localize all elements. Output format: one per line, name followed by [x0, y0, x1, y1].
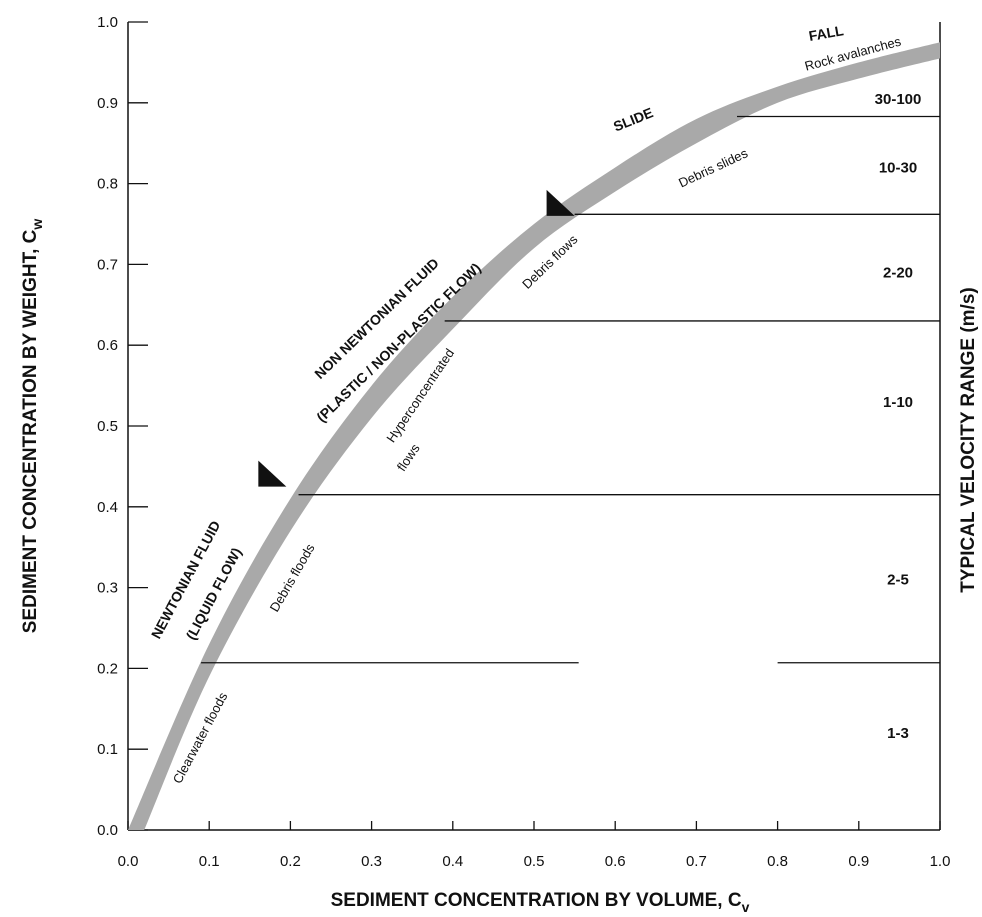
y-tick-label: 0.2: [97, 660, 118, 677]
x-tick-label: 0.3: [361, 853, 382, 870]
right-axis-title: TYPICAL VELOCITY RANGE (m/s): [958, 287, 979, 592]
x-tick-label: 0.5: [524, 853, 545, 870]
x-tick-label: 0.7: [686, 853, 707, 870]
x-ticks: 0.0 0.1 0.2 0.3 0.4 0.5 0.6 0.7 0.8 0.9 1.0: [118, 821, 951, 870]
y-axis-title: SEDIMENT CONCENTRATION BY WEIGHT, Cw: [20, 219, 45, 634]
velocity-range-label: 1-3: [887, 725, 909, 742]
x-tick-label: 0.0: [118, 853, 139, 870]
x-axis-title: SEDIMENT CONCENTRATION BY VOLUME, Cv: [331, 890, 750, 915]
x-tick-label: 0.8: [767, 853, 788, 870]
velocity-range-label: 2-20: [883, 264, 913, 281]
y-tick-label: 0.5: [97, 418, 118, 435]
y-tick-label: 0.6: [97, 337, 118, 354]
y-tick-label: 0.8: [97, 176, 118, 193]
boundary-marker: [546, 189, 575, 216]
x-tick-label: 1.0: [930, 853, 951, 870]
flow-label-debris-slides: Debris slides: [676, 145, 750, 190]
y-ticks: 0.0 0.1 0.2 0.3 0.4 0.5 0.6 0.7 0.8 0.9 1.0: [97, 14, 148, 839]
zone-label-fall: FALL: [808, 22, 846, 44]
concentration-band: [128, 42, 940, 830]
x-tick-label: 0.9: [848, 853, 869, 870]
y-tick-label: 0.9: [97, 95, 118, 112]
x-tick-label: 0.6: [605, 853, 626, 870]
y-tick-label: 0.4: [97, 499, 118, 516]
y-tick-label: 0.7: [97, 256, 118, 273]
x-tick-label: 0.1: [199, 853, 220, 870]
velocity-range-label: 1-10: [883, 394, 913, 411]
y-tick-label: 0.1: [97, 741, 118, 758]
x-tick-label: 0.2: [280, 853, 301, 870]
x-tick-label: 0.4: [442, 853, 463, 870]
velocity-range-label: 2-5: [887, 572, 909, 589]
velocity-range-label: 30-100: [875, 91, 922, 108]
y-tick-label: 0.3: [97, 580, 118, 597]
boundary-marker: [258, 460, 287, 487]
velocity-range-labels: 1-3 2-5 1-10 2-20 10-30 30-100: [875, 91, 922, 742]
flow-label-flows: flows: [394, 441, 423, 474]
boundary-markers: [258, 189, 575, 487]
y-tick-label: 1.0: [97, 14, 118, 31]
threshold-lines: [201, 115, 940, 664]
velocity-range-label: 10-30: [879, 159, 917, 176]
zone-label-slide: SLIDE: [611, 104, 655, 134]
y-tick-label: 0.0: [97, 822, 118, 839]
